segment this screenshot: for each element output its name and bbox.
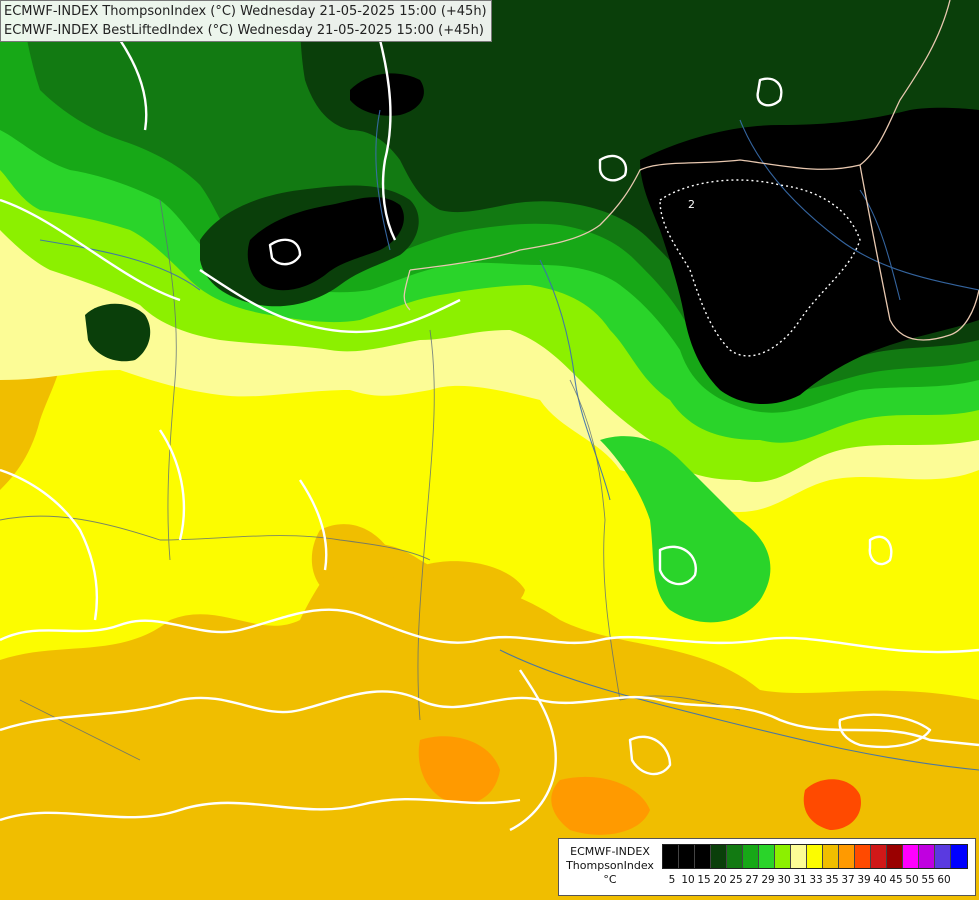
legend-swatch	[791, 845, 807, 868]
legend-tick: 30	[777, 874, 791, 886]
legend-swatch	[839, 845, 855, 868]
legend-swatch	[919, 845, 935, 868]
legend-tick: 10	[681, 874, 695, 886]
title-line-thompson: ECMWF-INDEX ThompsonIndex (°C) Wednesday…	[4, 4, 487, 19]
legend-color-bar	[662, 844, 968, 869]
legend-tick: 35	[825, 874, 839, 886]
orange-patch-1	[311, 524, 396, 601]
legend-swatch	[743, 845, 759, 868]
legend-tick: 15	[697, 874, 711, 886]
legend-model: ECMWF-INDEX	[570, 845, 650, 858]
red-orange-patch-2	[551, 776, 650, 835]
legend-swatch	[855, 845, 871, 868]
black-core-west	[247, 197, 404, 291]
legend-swatch	[711, 845, 727, 868]
legend-swatch	[903, 845, 919, 868]
legend-tick: 50	[905, 874, 919, 886]
green-tongue-south	[600, 436, 771, 623]
legend-tick: 31	[793, 874, 807, 886]
legend-swatch	[759, 845, 775, 868]
black-core-east	[640, 107, 979, 405]
legend-parameter: ThompsonIndex	[566, 859, 654, 872]
legend-tick: 37	[841, 874, 855, 886]
title-line-bestlifted: ECMWF-INDEX BestLiftedIndex (°C) Wednesd…	[4, 23, 484, 38]
legend-swatch	[871, 845, 887, 868]
legend-tick: 20	[713, 874, 727, 886]
legend-tick: 55	[921, 874, 935, 886]
legend-tick: 33	[809, 874, 823, 886]
legend-tick: 5	[668, 874, 676, 886]
legend-swatch	[775, 845, 791, 868]
legend-swatch	[887, 845, 903, 868]
orange-zone-south	[0, 543, 979, 900]
legend-swatch	[935, 845, 951, 868]
red-orange-patch-south	[418, 736, 500, 804]
legend-tick: 39	[857, 874, 871, 886]
legend-label: ECMWF-INDEX ThompsonIndex °C	[561, 845, 659, 887]
legend-swatch	[807, 845, 823, 868]
legend-swatch	[951, 845, 967, 868]
legend-swatch	[679, 845, 695, 868]
legend-tick: 45	[889, 874, 903, 886]
color-legend: ECMWF-INDEX ThompsonIndex °C 5 10 15 20 25 27…	[558, 838, 976, 896]
legend-swatch	[823, 845, 839, 868]
legend-unit: °C	[603, 873, 617, 886]
legend-swatch	[727, 845, 743, 868]
contour-value-label: 2	[688, 198, 695, 211]
best-lifted-index-contours	[0, 39, 979, 832]
legend-swatch	[663, 845, 679, 868]
legend-swatch	[695, 845, 711, 868]
black-core-north	[350, 73, 424, 116]
country-borders	[403, 0, 979, 341]
dark-green-alps-spot	[85, 303, 151, 362]
red-patch-southeast	[803, 779, 861, 830]
legend-tick-labels: 5 10 15 20 25 27 29 30 31 33 35 37 39 40 45 50 55 60	[668, 874, 972, 888]
legend-tick: 27	[745, 874, 759, 886]
legend-tick: 29	[761, 874, 775, 886]
map-title-box: ECMWF-INDEX ThompsonIndex (°C) Wednesday…	[0, 0, 492, 42]
legend-tick: 25	[729, 874, 743, 886]
legend-tick: 40	[873, 874, 887, 886]
legend-tick: 60	[937, 874, 951, 886]
orange-patch-2	[424, 561, 525, 612]
